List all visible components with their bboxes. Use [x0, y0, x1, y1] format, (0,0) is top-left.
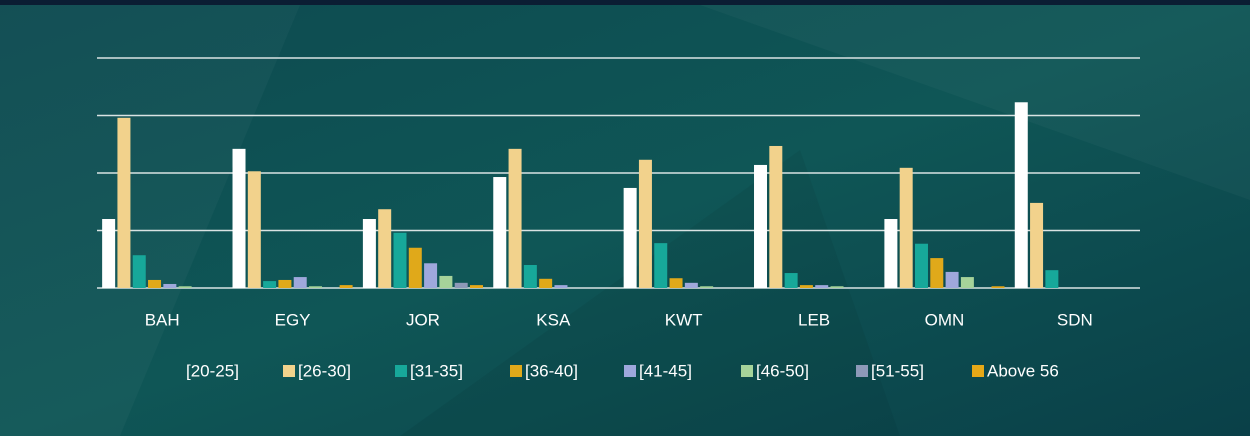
bar: [1045, 270, 1059, 288]
bar: [439, 275, 453, 288]
legend-swatch: [283, 365, 295, 377]
bar: [493, 177, 507, 288]
bar: [991, 286, 1005, 288]
bar: [554, 285, 568, 288]
bar: [309, 286, 323, 288]
bar: [799, 285, 813, 288]
bar: [339, 285, 353, 288]
legend-swatch: [624, 365, 636, 377]
bar: [424, 263, 438, 288]
bar: [163, 283, 177, 288]
bar: [654, 243, 668, 288]
bar: [132, 255, 146, 288]
x-tick-label: KWT: [665, 310, 703, 329]
bar: [454, 282, 468, 288]
bar: [700, 286, 714, 288]
legend-label: Above 56: [987, 361, 1059, 380]
legend-label: [31-35]: [410, 361, 463, 380]
bar: [247, 171, 261, 288]
bar: [754, 164, 768, 288]
top-border: [0, 0, 1250, 5]
bar: [523, 265, 537, 288]
x-tick-label: LEB: [798, 310, 830, 329]
legend-swatch: [395, 365, 407, 377]
bar: [930, 258, 944, 288]
x-tick-label: JOR: [406, 310, 440, 329]
legend-label: [26-30]: [298, 361, 351, 380]
legend-label: [20-25]: [186, 361, 239, 380]
bar: [945, 271, 959, 288]
bar: [393, 232, 407, 288]
bar: [178, 286, 192, 288]
bar: [117, 117, 131, 288]
bar: [830, 286, 844, 288]
bar: [102, 219, 116, 288]
legend-swatch: [972, 365, 984, 377]
bar: [263, 281, 277, 288]
bar: [508, 148, 522, 288]
bar: [293, 277, 307, 288]
x-tick-label: SDN: [1057, 310, 1093, 329]
bar: [769, 145, 783, 288]
legend-swatch: [510, 365, 522, 377]
bar: [1014, 102, 1028, 289]
legend-swatch: [741, 365, 753, 377]
bar: [539, 278, 553, 288]
bar: [362, 219, 376, 288]
x-tick-label: EGY: [275, 310, 311, 329]
bar: [669, 278, 683, 288]
bar: [408, 247, 422, 288]
x-tick-label: KSA: [536, 310, 571, 329]
bar: [148, 279, 162, 288]
x-tick-label: BAH: [145, 310, 180, 329]
bar: [884, 219, 898, 288]
bar: [815, 285, 829, 288]
legend-label: [51-55]: [871, 361, 924, 380]
legend-label: [41-45]: [639, 361, 692, 380]
bar: [960, 277, 974, 288]
bar: [899, 167, 913, 288]
bar: [278, 279, 292, 288]
bar: [784, 273, 798, 288]
bar: [378, 209, 392, 288]
bar: [914, 243, 928, 288]
legend-label: [46-50]: [756, 361, 809, 380]
bar: [232, 148, 246, 288]
bar: [1030, 202, 1044, 288]
x-tick-label: OMN: [925, 310, 965, 329]
legend-swatch: [856, 365, 868, 377]
bar: [638, 159, 652, 288]
legend-label: [36-40]: [525, 361, 578, 380]
bar: [469, 285, 483, 288]
bar: [623, 187, 637, 288]
bar: [684, 282, 698, 288]
